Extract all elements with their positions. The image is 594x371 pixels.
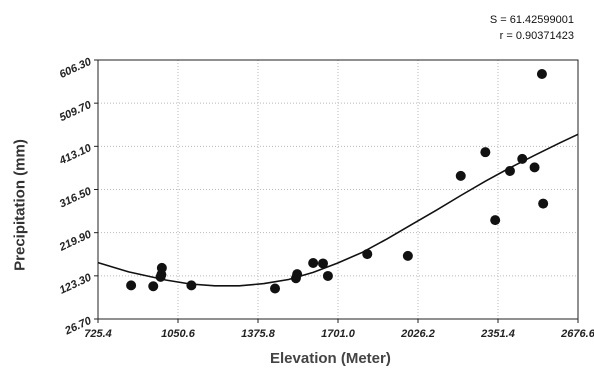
x-tick-label: 1375.8	[241, 328, 276, 340]
data-point	[480, 147, 491, 158]
y-tick-label: 509.70	[58, 99, 94, 124]
data-point	[308, 258, 319, 269]
data-point	[322, 270, 333, 281]
data-point	[362, 249, 373, 260]
data-point	[529, 162, 540, 173]
y-tick-label: 316.50	[58, 185, 94, 210]
data-point	[517, 153, 528, 164]
gridlines	[98, 60, 578, 319]
y-axis-ticks: 26.70123.30219.90316.50413.10509.70606.3…	[57, 55, 98, 338]
stat-s-value: S = 61.42599001	[489, 14, 574, 26]
y-tick-label: 219.90	[57, 228, 94, 254]
x-tick-label: 1701.0	[321, 328, 356, 340]
data-point	[538, 198, 549, 209]
x-tick-label: 725.4	[84, 328, 112, 340]
data-point	[186, 280, 197, 291]
x-axis-ticks: 725.4 1050.6 1375.8 1701.0 2026.2 2351.4 2676.…	[84, 319, 594, 340]
x-tick-label: 1050.6	[161, 328, 196, 340]
x-tick-label: 2026.2	[400, 328, 435, 340]
points-layer	[126, 68, 549, 294]
data-point	[148, 281, 159, 292]
data-point	[402, 250, 413, 261]
data-point	[490, 215, 501, 226]
x-tick-label: 2676.6	[560, 328, 594, 340]
data-point	[292, 269, 303, 280]
stat-r-value: r = 0.90371423	[499, 30, 574, 42]
x-tick-label: 2351.4	[480, 328, 515, 340]
x-axis-title: Elevation (Meter)	[270, 350, 391, 367]
y-tick-label: 606.30	[58, 55, 94, 80]
data-point	[270, 283, 281, 294]
y-tick-label: 413.10	[57, 142, 94, 168]
data-point	[317, 258, 328, 269]
data-point	[504, 165, 515, 176]
data-point	[156, 262, 167, 273]
data-point	[126, 280, 137, 291]
y-axis-title: Precipitation (mm)	[11, 139, 29, 271]
data-point	[536, 68, 547, 79]
data-point	[455, 170, 466, 181]
y-tick-label: 123.30	[58, 271, 94, 296]
